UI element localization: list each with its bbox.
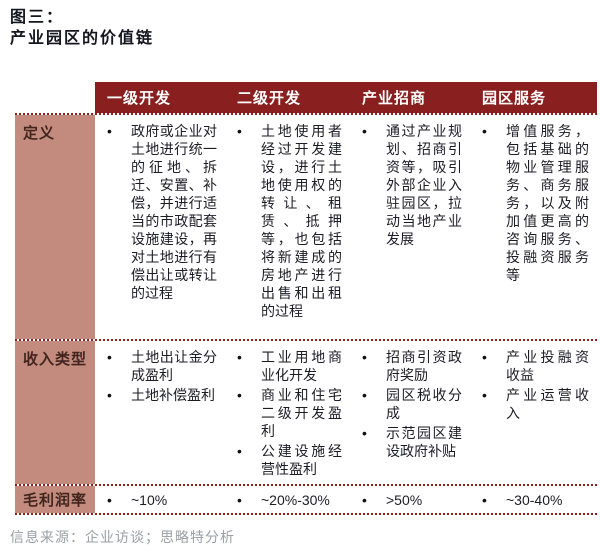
- bullet-icon: •: [237, 387, 242, 403]
- bullet-icon: •: [237, 491, 242, 508]
- cell-definition-investment: • 通过产业规划、招商引资等，吸引外部企业入驻园区，拉动当地产业发展: [350, 115, 470, 339]
- bullet-item: • 园区税收分成: [360, 386, 462, 422]
- bullet-item: • ~20%-30%: [235, 491, 330, 509]
- corner-cell: [15, 82, 95, 113]
- bullet-item: • 增值服务，包括基础的物业管理服务、商务服务，以及附加值更高的咨询服务、投融资服…: [480, 122, 589, 284]
- bullet-item: • 通过产业规划、招商引资等，吸引外部企业入驻园区，拉动当地产业发展: [360, 122, 462, 248]
- bullet-item: • 工业用地商业化开发: [235, 348, 342, 384]
- bullet-text: 公建设施经营性盈利: [261, 443, 342, 477]
- bullet-icon: •: [237, 443, 242, 459]
- bullet-icon: •: [107, 349, 112, 365]
- bullet-text: 产业运营收入: [506, 387, 589, 421]
- cell-definition-secondary: • 土地使用者经过开发建设，进行土地使用权的转让、租赁、抵押等，也包括将新建成的房…: [225, 115, 350, 339]
- column-header-investment-attraction: 产业招商: [350, 82, 470, 113]
- column-header-secondary-development: 二级开发: [225, 82, 350, 113]
- bullet-item: • 示范园区建设政府补贴: [360, 424, 462, 460]
- cell-income-investment: • 招商引资政府奖励 • 园区税收分成 • 示范园区建设政府补贴: [350, 341, 470, 484]
- bullet-icon: •: [237, 349, 242, 365]
- bullet-item: • 土地补偿盈利: [105, 386, 217, 404]
- table-row-definition: 定义 • 政府或企业对土地进行统一的征地、拆迁、安置、补偿，并进行适当的市政配套设…: [15, 113, 597, 339]
- row-label-income-type: 收入类型: [15, 341, 95, 484]
- cell-margin-services: • ~30-40%: [470, 486, 597, 513]
- bullet-icon: •: [482, 491, 487, 508]
- bullet-text: ~30-40%: [506, 491, 563, 508]
- bullet-icon: •: [107, 123, 112, 139]
- cell-definition-services: • 增值服务，包括基础的物业管理服务、商务服务，以及附加值更高的咨询服务、投融资服…: [470, 115, 597, 339]
- bullet-text: 土地出让金分成盈利: [131, 349, 217, 383]
- bullet-text: 工业用地商业化开发: [261, 349, 342, 383]
- figure-label: 图三：: [10, 7, 65, 26]
- bullet-item: • 商业和住宅二级开发盈利: [235, 386, 342, 440]
- bullet-text: 产业投融资收益: [506, 349, 589, 383]
- bullet-item: • >50%: [360, 491, 422, 509]
- bullet-item: • 招商引资政府奖励: [360, 348, 462, 384]
- table-row-income-type: 收入类型 • 土地出让金分成盈利 • 土地补偿盈利 • 工业用地商业化开发 • 商业和住宅二…: [15, 339, 597, 484]
- bullet-icon: •: [237, 123, 242, 139]
- bullet-item: • 土地出让金分成盈利: [105, 348, 217, 384]
- bullet-text: 土地使用者经过开发建设，进行土地使用权的转让、租赁、抵押等，也包括将新建成的房地…: [261, 123, 342, 319]
- table-header-row: 一级开发 二级开发 产业招商 园区服务: [15, 82, 597, 113]
- bullet-icon: •: [362, 387, 367, 403]
- bullet-icon: •: [107, 491, 112, 508]
- bullet-text: ~20%-30%: [261, 491, 330, 508]
- bullet-icon: •: [362, 349, 367, 365]
- row-label-definition: 定义: [15, 115, 95, 339]
- cell-income-primary: • 土地出让金分成盈利 • 土地补偿盈利: [95, 341, 225, 484]
- bullet-icon: •: [482, 123, 487, 139]
- cell-income-secondary: • 工业用地商业化开发 • 商业和住宅二级开发盈利 • 公建设施经营性盈利: [225, 341, 350, 484]
- bullet-item: • 产业投融资收益: [480, 348, 589, 384]
- bullet-icon: •: [362, 491, 367, 508]
- cell-margin-secondary: • ~20%-30%: [225, 486, 350, 513]
- cell-margin-investment: • >50%: [350, 486, 470, 513]
- bullet-text: 示范园区建设政府补贴: [386, 425, 462, 459]
- bullet-icon: •: [362, 123, 367, 139]
- bullet-item: • 土地使用者经过开发建设，进行土地使用权的转让、租赁、抵押等，也包括将新建成的房…: [235, 122, 342, 320]
- bullet-text: ~10%: [131, 491, 168, 508]
- value-chain-table: 一级开发 二级开发 产业招商 园区服务 定义 • 政府或企业对土地进行统一的征地、…: [15, 82, 597, 515]
- cell-margin-primary: • ~10%: [95, 486, 225, 513]
- column-header-primary-development: 一级开发: [95, 82, 225, 113]
- source-note: 信息来源：企业访谈；思略特分析: [10, 529, 235, 545]
- bullet-text: 园区税收分成: [386, 387, 462, 421]
- bullet-icon: •: [482, 349, 487, 365]
- bullet-text: 政府或企业对土地进行统一的征地、拆迁、安置、补偿，并进行适当的市政配套设施建设，…: [131, 123, 217, 301]
- bullet-text: 通过产业规划、招商引资等，吸引外部企业入驻园区，拉动当地产业发展: [386, 123, 462, 247]
- bullet-icon: •: [362, 425, 367, 441]
- cell-income-services: • 产业投融资收益 • 产业运营收入: [470, 341, 597, 484]
- bullet-text: 增值服务，包括基础的物业管理服务、商务服务，以及附加值更高的咨询服务、投融资服务…: [506, 123, 589, 283]
- bullet-item: • ~30-40%: [480, 491, 562, 509]
- bullet-item: • ~10%: [105, 491, 167, 509]
- column-header-park-services: 园区服务: [470, 82, 597, 113]
- bullet-icon: •: [107, 387, 112, 403]
- bullet-item: • 政府或企业对土地进行统一的征地、拆迁、安置、补偿，并进行适当的市政配套设施建设…: [105, 122, 217, 302]
- bullet-item: • 公建设施经营性盈利: [235, 442, 342, 478]
- bullet-text: >50%: [386, 491, 423, 508]
- bullet-text: 土地补偿盈利: [131, 387, 215, 403]
- bullet-icon: •: [482, 387, 487, 403]
- row-label-gross-margin: 毛利润率: [15, 486, 95, 513]
- table-row-gross-margin: 毛利润率 • ~10% • ~20%-30% • >50% • ~30-40%: [15, 484, 597, 515]
- figure-name: 产业园区的价值链: [10, 28, 155, 47]
- cell-definition-primary: • 政府或企业对土地进行统一的征地、拆迁、安置、补偿，并进行适当的市政配套设施建设…: [95, 115, 225, 339]
- bullet-text: 招商引资政府奖励: [386, 349, 462, 383]
- figure-title: 图三： 产业园区的价值链: [10, 6, 154, 48]
- bullet-text: 商业和住宅二级开发盈利: [261, 387, 342, 439]
- bullet-item: • 产业运营收入: [480, 386, 589, 422]
